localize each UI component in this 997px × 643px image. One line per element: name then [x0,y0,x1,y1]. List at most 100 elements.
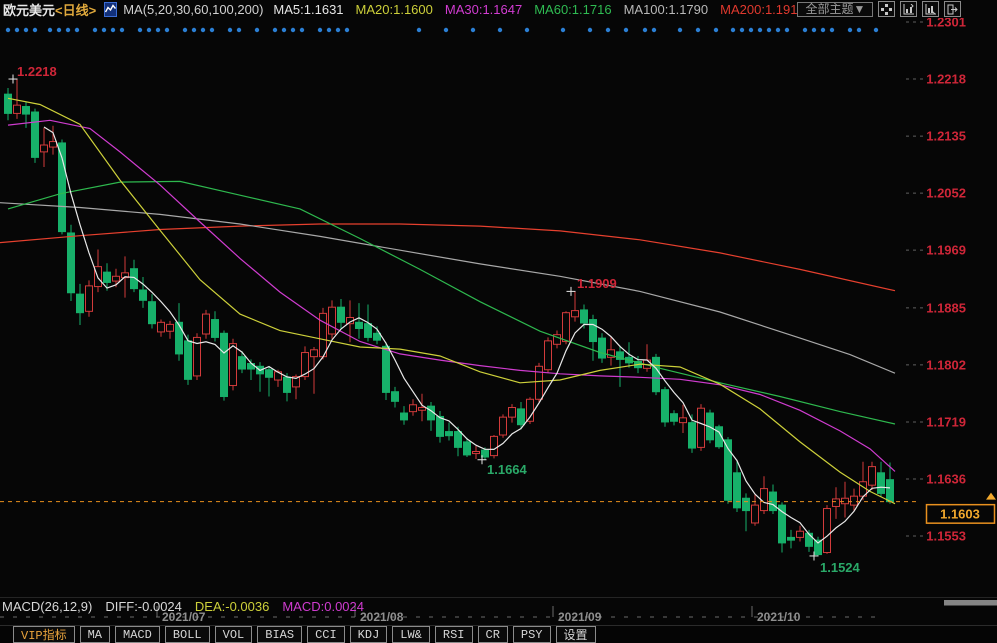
event-dot [200,27,206,33]
kline-icon[interactable] [104,1,118,17]
candle-body [139,289,147,301]
event-dot [191,27,197,33]
event-dot [873,27,879,33]
swing-price-label: 1.1664 [487,462,528,477]
event-dot [344,27,350,33]
candle-body [400,412,408,421]
candle-body [31,111,39,158]
indicator-button-MACD[interactable]: MACD [115,626,160,643]
indicator-button-KDJ[interactable]: KDJ [349,626,388,643]
candle-body [76,293,84,314]
ma-line-MA30 [7,119,896,472]
candle-body [877,472,885,494]
candle-body [490,435,498,457]
event-dot [137,27,143,33]
ma-value: MA30:1.1647 [444,1,523,17]
candle-body [724,439,732,501]
axis-pane-icon[interactable] [922,1,940,17]
ma-line-MA60 [7,180,896,425]
candle-body [418,407,426,411]
candle-body [688,422,696,449]
indicator-button-RSI[interactable]: RSI [434,626,473,643]
ma-value: MA200:1.191 [720,1,798,17]
candle-body [841,497,849,505]
event-dot [739,27,745,33]
candle-body [238,356,246,370]
indicator-pane-icon[interactable] [900,1,918,17]
symbol-title: 欧元美元 [3,2,56,18]
candle-body [49,141,57,148]
scrollbar-thumb[interactable] [944,600,997,606]
candle-body [481,449,489,458]
indicator-button-BOLL[interactable]: BOLL [164,626,210,643]
event-dot [110,27,116,33]
ma-line-MA100 [0,202,896,374]
crosshair-move-icon[interactable] [878,1,896,17]
candle-body [382,345,390,393]
candle-body [13,104,21,114]
candle-body [121,272,129,279]
price-axis-label: 1.1719 [926,414,966,429]
event-dot [443,27,449,33]
candle-body [868,466,876,486]
event-dot [623,27,629,33]
candle-body [148,301,156,325]
indicator-button-PSY[interactable]: PSY [512,626,551,643]
indicator-button-CR[interactable]: CR [477,626,508,643]
candle-body [742,497,750,512]
event-dot [713,27,719,33]
month-label: 2021/10 [757,610,801,624]
theme-dropdown-button[interactable]: 全部主题▼ [797,1,874,17]
candle-body [310,349,318,358]
event-dot [560,27,566,33]
price-axis-label: 1.1969 [926,243,966,258]
candle-body [229,343,237,387]
indicator-toolbar: VIP指标 MA MACD BOLL VOL BIAS CCI KDJ LW& RSI CR PSY 设… [0,625,997,643]
indicator-button-VOL[interactable]: VOL [214,626,253,643]
candle-body [337,306,345,323]
event-dot [119,27,125,33]
candle-body [265,369,273,378]
candle-body [166,323,174,332]
candle-body [292,376,300,388]
candle-body [40,144,48,153]
event-dot [14,27,20,33]
candle-body [472,451,480,455]
indicator-button-VIP指标[interactable]: VIP指标 [13,626,75,643]
pane-shift-icon[interactable] [944,1,962,17]
event-dot [416,27,422,33]
month-label: 2021/07 [162,610,206,624]
swing-price-label: 1.2218 [17,64,57,79]
candle-body [175,321,183,355]
candle-body [787,536,795,541]
candle-body [220,332,228,398]
indicator-button-设置[interactable]: 设置 [555,626,596,643]
event-dot [299,27,305,33]
candle-body [850,495,858,506]
candle-body [715,426,723,448]
macd-settings-label: MACD(26,12,9) [2,599,93,614]
candle-body [562,312,570,343]
indicator-button-LW&[interactable]: LW& [392,626,430,643]
event-dot [470,27,476,33]
candle-body [58,142,66,233]
indicator-button-BIAS[interactable]: BIAS [257,626,303,643]
event-dot [65,27,71,33]
period-label: <日线> [55,2,97,18]
indicator-button-MA[interactable]: MA [79,626,111,643]
ma-line-MA20 [7,97,896,505]
event-dot [829,27,835,33]
candle-body [607,349,615,358]
candle-body [454,431,462,448]
candle-body [373,332,381,341]
indicator-button-CCI[interactable]: CCI [307,626,345,643]
candle-body [4,93,12,114]
dea-value: DEA:-0.0036 [194,599,270,614]
price-axis-label: 1.1636 [926,471,966,486]
candle-body [814,539,822,556]
candle-body [112,275,120,282]
candle-body [544,340,552,371]
ma-value: MA20:1.1600 [355,1,433,17]
candle-body [67,232,75,294]
